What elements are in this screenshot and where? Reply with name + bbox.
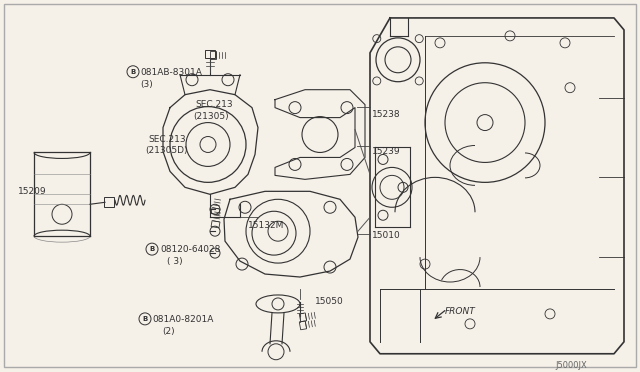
Text: SEC.213: SEC.213 — [148, 135, 186, 144]
Bar — [205, 50, 215, 58]
Text: (21305D): (21305D) — [145, 147, 188, 155]
Text: ( 3): ( 3) — [167, 257, 182, 266]
Text: 15238: 15238 — [372, 110, 401, 119]
Bar — [104, 197, 114, 207]
Text: J5000JX: J5000JX — [555, 361, 587, 370]
Text: 15050: 15050 — [315, 297, 344, 306]
Text: (21305): (21305) — [193, 112, 228, 121]
Text: FRONT: FRONT — [445, 307, 476, 316]
Text: (2): (2) — [162, 327, 175, 336]
Text: B: B — [131, 69, 136, 75]
Text: 15132M: 15132M — [248, 221, 284, 230]
Text: 15209: 15209 — [18, 187, 47, 196]
Text: B: B — [142, 316, 148, 322]
Text: 081AB-8301A: 081AB-8301A — [140, 68, 202, 77]
Text: B: B — [149, 246, 155, 252]
Text: 15010: 15010 — [372, 231, 401, 240]
Text: 08120-64028: 08120-64028 — [160, 245, 220, 254]
Text: (3): (3) — [140, 80, 153, 89]
Text: 081A0-8201A: 081A0-8201A — [152, 315, 213, 324]
Text: 15239: 15239 — [372, 147, 401, 157]
Text: SEC.213: SEC.213 — [195, 100, 232, 109]
